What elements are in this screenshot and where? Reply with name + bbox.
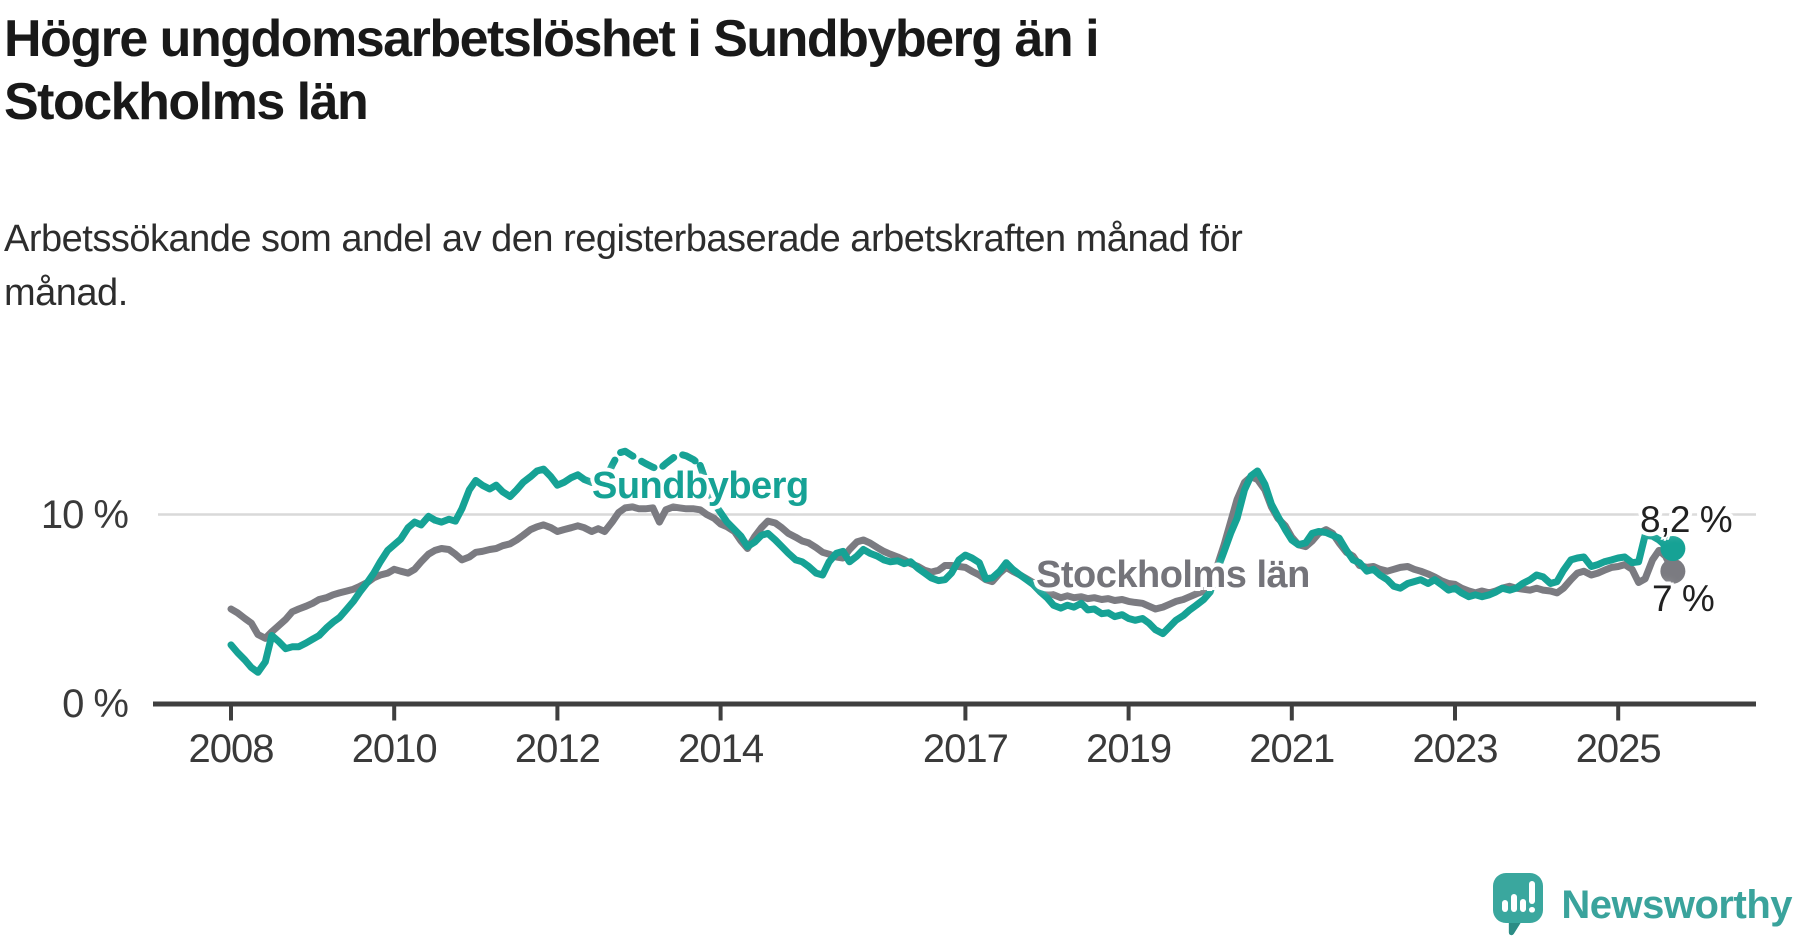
logo-bubble-fold (1509, 923, 1521, 936)
logo-bar-1 (1502, 900, 1509, 912)
logo-bar-2 (1511, 894, 1518, 912)
chart-subtitle-line-1: Arbetssökande som andel av den registerb… (4, 218, 1243, 260)
x-axis-tick-2012 (555, 706, 560, 721)
x-axis-tick-2017 (963, 706, 968, 721)
logo-exclamation-dot (1529, 907, 1536, 913)
x-axis-tick-2014 (718, 706, 723, 721)
page-title-line-2: Stockholms län (4, 73, 369, 131)
logo-bar-3 (1520, 899, 1527, 912)
series-line-sundbyberg-dashed (588, 447, 711, 488)
page-title: Högre ungdomsarbetslöshet i Sundbyberg ä… (4, 8, 1424, 134)
end-dot-sundbyberg (1660, 536, 1686, 562)
x-axis-tick-2019 (1126, 706, 1131, 721)
x-axis-tick-2010 (392, 706, 397, 721)
x-axis-line (153, 701, 1756, 707)
x-axis-tick-2021 (1289, 706, 1294, 721)
series-line-sundbyberg-solid-2 (696, 461, 1677, 638)
x-axis-tick-2008 (229, 706, 233, 721)
x-axis-tick-2023 (1453, 706, 1457, 721)
page-title-line-1: Högre ungdomsarbetslöshet i Sundbyberg ä… (4, 10, 1100, 68)
series-line-sundbyberg-solid-1 (227, 465, 602, 676)
end-dot-stockholm (1660, 558, 1686, 584)
logo-exclamation-bar (1529, 881, 1536, 904)
brand-wordmark: Newsworthy (1561, 882, 1792, 927)
chart-subtitle: Arbetssökande som andel av den registerb… (4, 212, 1504, 320)
chart-subtitle-line-2: månad. (4, 272, 128, 314)
series-line-stockholm (227, 473, 1677, 642)
brand-footer: Newsworthy (1493, 872, 1792, 938)
newsworthy-logo-icon (1493, 873, 1544, 936)
x-axis-tick-2025 (1616, 706, 1621, 721)
